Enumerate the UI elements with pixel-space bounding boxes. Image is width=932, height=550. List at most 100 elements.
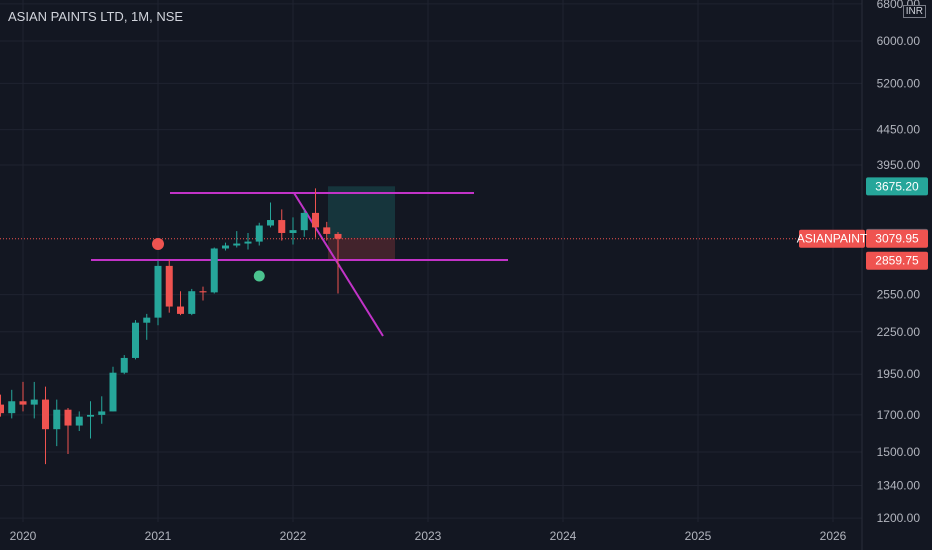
candle-body [165, 265, 173, 307]
price-tick-label: 2250.00 [877, 325, 921, 339]
price-tick-label: 2550.00 [877, 288, 921, 302]
candle[interactable] [300, 209, 308, 237]
price-axis: 6800.00 6000.00 5200.00 4450.00 3950.00 2550.… [861, 0, 932, 550]
candle-body [199, 291, 207, 293]
candle[interactable] [64, 407, 72, 454]
candle-body [42, 399, 49, 430]
candle-body [87, 414, 94, 417]
time-tick-label: 2023 [415, 529, 442, 543]
candle[interactable] [278, 209, 286, 241]
buy-signal-marker[interactable] [253, 270, 265, 282]
candle[interactable] [312, 188, 319, 238]
time-tick-label: 2020 [10, 529, 37, 543]
drawings [0, 186, 862, 337]
candle[interactable] [30, 381, 38, 419]
stop-zone[interactable] [328, 237, 395, 261]
sell-signal-marker[interactable] [152, 238, 164, 250]
candle[interactable] [255, 222, 263, 246]
price-tick-label: 6000.00 [877, 34, 921, 48]
price-tag [866, 229, 928, 248]
price-tick-label: 1340.00 [877, 478, 921, 492]
candle[interactable] [323, 221, 331, 241]
candle[interactable] [334, 232, 342, 294]
candle-body [19, 401, 27, 405]
target-zone[interactable] [328, 186, 395, 238]
candle-body [75, 416, 83, 426]
candle[interactable] [132, 320, 139, 360]
candle[interactable] [177, 291, 184, 316]
symbol-tag [799, 229, 865, 248]
candle[interactable] [120, 355, 128, 375]
price-tick-label: 3950.00 [877, 158, 921, 172]
candle-body [154, 265, 162, 318]
candle[interactable] [75, 411, 83, 432]
candle-body [132, 322, 139, 358]
price-tag [866, 251, 928, 270]
candle-body [334, 233, 342, 239]
candle[interactable] [154, 260, 162, 326]
candle[interactable] [210, 247, 218, 294]
candle-body [222, 245, 229, 249]
candle-body [177, 306, 184, 314]
candle-body [300, 212, 308, 231]
price-tag [866, 177, 928, 196]
price-tag-label: 2859.75 [875, 254, 919, 268]
candle[interactable] [143, 313, 151, 340]
symbol-tag-label: ASIANPAINT [797, 232, 868, 246]
candle[interactable] [42, 386, 49, 465]
candle-body [244, 241, 252, 244]
candle-body [289, 230, 297, 233]
candle-body [233, 243, 241, 246]
candle[interactable] [8, 389, 16, 419]
time-tick-label: 2026 [820, 529, 847, 543]
candle-body [30, 399, 38, 405]
price-tick-label: 1700.00 [877, 408, 921, 422]
candle-body [323, 227, 331, 234]
candle[interactable] [0, 394, 4, 417]
time-axis: 2020 2021 2022 2023 2024 2025 2026 [10, 529, 847, 543]
candle-body [278, 220, 286, 233]
time-tick-label: 2025 [685, 529, 712, 543]
candle[interactable] [199, 286, 207, 301]
candle-body [53, 409, 61, 430]
candle-body [143, 317, 151, 323]
candle[interactable] [98, 396, 106, 424]
price-tick-label: 1200.00 [877, 511, 921, 525]
candle[interactable] [244, 232, 252, 250]
time-tick-label: 2024 [550, 529, 577, 543]
candle-body [210, 248, 218, 293]
candle-body [312, 212, 319, 228]
price-tick-label: 4450.00 [877, 123, 921, 137]
candle-body [255, 225, 263, 242]
price-tick-label: 1950.00 [877, 367, 921, 381]
time-tick-label: 2022 [280, 529, 307, 543]
candle-body [8, 401, 16, 414]
candle[interactable] [188, 288, 196, 316]
candle-body [0, 404, 4, 414]
candle[interactable] [87, 401, 94, 439]
time-tick-label: 2021 [145, 529, 172, 543]
candles [0, 188, 342, 465]
price-tag-label: 3675.20 [875, 179, 919, 193]
price-tick-label: 5200.00 [877, 76, 921, 90]
candle-body [98, 411, 106, 415]
candle-body [120, 357, 128, 373]
candle[interactable] [289, 217, 297, 245]
candle[interactable] [267, 202, 274, 228]
candle-body [64, 409, 72, 426]
currency-label[interactable]: INR [902, 5, 926, 18]
candle[interactable] [222, 242, 229, 251]
price-tick-label: 6800.00 [877, 0, 921, 11]
price-tick-label: 1500.00 [877, 445, 921, 459]
chart-title: ASIAN PAINTS LTD, 1M, NSE [8, 9, 184, 24]
candle[interactable] [165, 259, 173, 313]
candle[interactable] [109, 366, 117, 412]
candle-body [267, 220, 274, 226]
candle-body [188, 291, 196, 314]
candle[interactable] [53, 399, 61, 447]
candle[interactable] [19, 381, 27, 412]
candle[interactable] [233, 231, 241, 248]
candle-body [109, 372, 117, 412]
